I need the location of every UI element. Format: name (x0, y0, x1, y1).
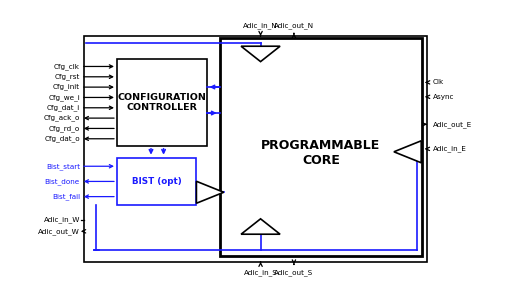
Polygon shape (241, 219, 280, 234)
Text: Cfg_we_i: Cfg_we_i (48, 94, 80, 101)
Polygon shape (241, 46, 280, 62)
Text: Cfg_dat_o: Cfg_dat_o (44, 135, 80, 142)
Text: Adic_in_E: Adic_in_E (432, 145, 466, 152)
Text: Clk: Clk (432, 79, 444, 85)
Text: BIST (opt): BIST (opt) (132, 177, 182, 186)
Bar (117, 59, 207, 146)
Bar (219, 38, 422, 256)
Polygon shape (394, 141, 421, 163)
Text: Cfg_rst: Cfg_rst (55, 73, 80, 80)
Text: Cfg_rd_o: Cfg_rd_o (49, 125, 80, 132)
Text: Adic_in_W: Adic_in_W (43, 216, 80, 223)
Text: Bist_done: Bist_done (45, 178, 80, 185)
Text: Cfg_clk: Cfg_clk (54, 63, 80, 70)
Text: PROGRAMMABLE
CORE: PROGRAMMABLE CORE (261, 138, 380, 166)
Text: Async: Async (432, 94, 454, 100)
Text: CONFIGURATION
CONTROLLER: CONFIGURATION CONTROLLER (117, 93, 206, 112)
Text: Adic_in_N: Adic_in_N (243, 22, 278, 29)
Text: Bist_start: Bist_start (46, 163, 80, 170)
Text: Adic_out_W: Adic_out_W (38, 228, 80, 235)
Text: Cfg_ack_o: Cfg_ack_o (43, 115, 80, 121)
Text: Bist_fail: Bist_fail (52, 193, 80, 200)
Text: Adic_out_E: Adic_out_E (432, 121, 472, 128)
Text: Adic_in_S: Adic_in_S (244, 269, 278, 276)
Text: Cfg_dat_i: Cfg_dat_i (46, 105, 80, 111)
Polygon shape (197, 181, 224, 203)
Text: Adic_out_S: Adic_out_S (275, 269, 314, 276)
Text: Cfg_init: Cfg_init (53, 84, 80, 91)
Bar (84, 36, 427, 262)
Bar (117, 158, 197, 205)
Text: Adic_out_N: Adic_out_N (274, 22, 314, 29)
